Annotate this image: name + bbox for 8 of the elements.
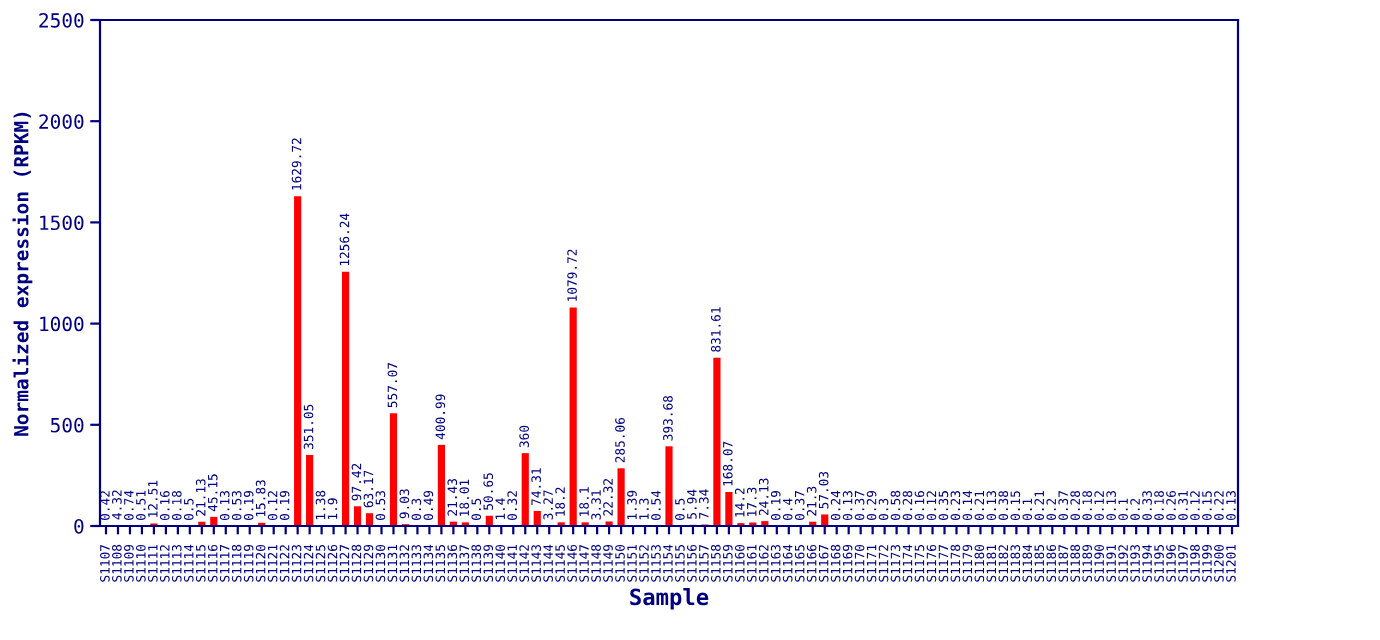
y-tick-label: 1000 xyxy=(40,316,84,332)
y-tick-label: 1500 xyxy=(40,215,84,231)
y-axis-title: Normalized expression (RPKM) xyxy=(12,112,33,436)
y-tick-label: 2500 xyxy=(39,13,84,28)
y-tick-label: 0 xyxy=(74,519,84,534)
y-tick-label: 2000 xyxy=(39,114,84,129)
y-tick-label: 500 xyxy=(50,417,84,433)
x-axis-title: Sample xyxy=(630,588,709,610)
